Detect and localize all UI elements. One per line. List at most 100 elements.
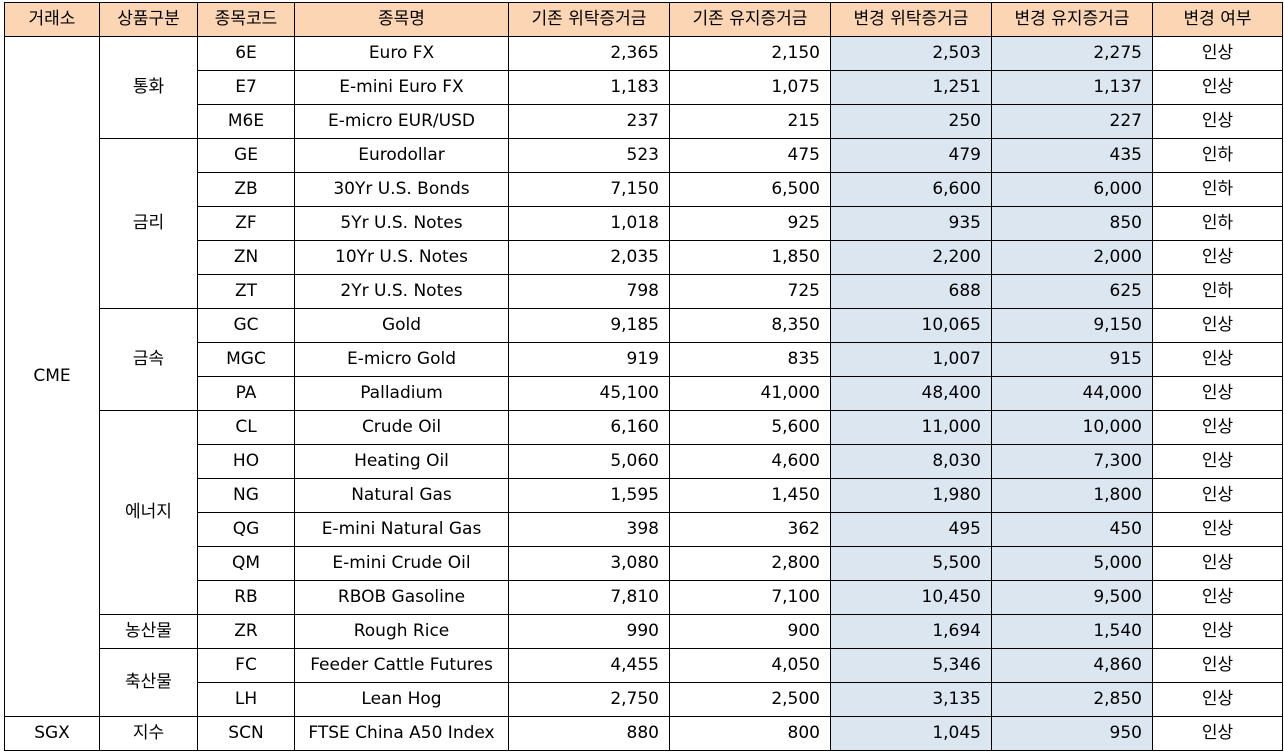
code-cell: ZN [197,240,295,275]
code-cell: LH [197,682,295,717]
header-old-initial: 기존 위탁증거금 [508,2,670,37]
new-maint-cell: 2,850 [991,682,1153,717]
table-row: M6E E-micro EUR/USD 237 215 250 227 인상 [5,104,1283,139]
table-row: HO Heating Oil 5,060 4,600 8,030 7,300 인… [5,444,1283,479]
change-cell: 인하 [1152,138,1283,173]
change-cell: 인상 [1152,104,1283,139]
code-cell: 6E [197,36,295,71]
old-maint-cell: 4,050 [669,648,831,683]
name-cell: Palladium [294,376,509,411]
old-initial-cell: 798 [508,274,670,309]
code-cell: ZF [197,206,295,241]
change-cell: 인상 [1152,648,1283,683]
old-maint-cell: 362 [669,512,831,547]
change-cell: 인상 [1152,36,1283,71]
name-cell: E-mini Crude Oil [294,546,509,581]
code-cell: ZR [197,614,295,649]
change-cell: 인상 [1152,478,1283,513]
new-initial-cell: 1,980 [830,478,992,513]
table-row: MGC E-micro Gold 919 835 1,007 915 인상 [5,342,1283,377]
name-cell: Eurodollar [294,138,509,173]
code-cell: QG [197,512,295,547]
new-maint-cell: 4,860 [991,648,1153,683]
table-row: ZB 30Yr U.S. Bonds 7,150 6,500 6,600 6,0… [5,172,1283,207]
new-maint-cell: 6,000 [991,172,1153,207]
new-initial-cell: 48,400 [830,376,992,411]
old-maint-cell: 215 [669,104,831,139]
new-maint-cell: 1,540 [991,614,1153,649]
header-name: 종목명 [294,2,509,37]
old-initial-cell: 919 [508,342,670,377]
new-maint-cell: 227 [991,104,1153,139]
new-maint-cell: 10,000 [991,410,1153,445]
old-maint-cell: 41,000 [669,376,831,411]
header-old-maint: 기존 유지증거금 [669,2,831,37]
old-initial-cell: 990 [508,614,670,649]
name-cell: 2Yr U.S. Notes [294,274,509,309]
old-maint-cell: 2,500 [669,682,831,717]
change-cell: 인상 [1152,580,1283,615]
old-initial-cell: 7,150 [508,172,670,207]
new-initial-cell: 5,500 [830,546,992,581]
new-initial-cell: 2,200 [830,240,992,275]
table-row: 농산물 ZR Rough Rice 990 900 1,694 1,540 인상 [5,614,1283,649]
table-row: ZT 2Yr U.S. Notes 798 725 688 625 인하 [5,274,1283,309]
table-row: NG Natural Gas 1,595 1,450 1,980 1,800 인… [5,478,1283,513]
change-cell: 인상 [1152,614,1283,649]
table-row: 축산물 FC Feeder Cattle Futures 4,455 4,050… [5,648,1283,717]
category-cell: 에너지 [99,410,198,615]
old-maint-cell: 7,100 [669,580,831,615]
old-initial-cell: 9,185 [508,308,670,343]
table-row: SGX 지수 SCN FTSE China A50 Index 880 800 … [4,716,1283,751]
table-row: PA Palladium 45,100 41,000 48,400 44,000… [5,376,1283,411]
new-initial-cell: 6,600 [830,172,992,207]
name-cell: FTSE China A50 Index [294,716,509,751]
category-cell: 농산물 [99,614,198,649]
old-initial-cell: 880 [508,716,670,751]
header-new-initial: 변경 위탁증거금 [830,2,992,37]
name-cell: Rough Rice [294,614,509,649]
code-cell: HO [197,444,295,479]
new-initial-cell: 8,030 [830,444,992,479]
new-maint-cell: 1,800 [991,478,1153,513]
new-initial-cell: 495 [830,512,992,547]
new-maint-cell: 950 [991,716,1153,751]
new-maint-cell: 7,300 [991,444,1153,479]
new-initial-cell: 479 [830,138,992,173]
old-initial-cell: 1,595 [508,478,670,513]
old-maint-cell: 800 [669,716,831,751]
old-maint-cell: 925 [669,206,831,241]
change-cell: 인상 [1152,376,1283,411]
name-cell: E-mini Euro FX [294,70,509,105]
old-initial-cell: 6,160 [508,410,670,445]
change-cell: 인하 [1152,206,1283,241]
name-cell: 10Yr U.S. Notes [294,240,509,275]
category-cell: 통화 [99,36,198,139]
new-initial-cell: 250 [830,104,992,139]
header-category: 상품구분 [99,2,198,37]
header-change: 변경 여부 [1152,2,1283,37]
name-cell: 30Yr U.S. Bonds [294,172,509,207]
change-cell: 인상 [1152,444,1283,479]
name-cell: E-micro EUR/USD [294,104,509,139]
change-cell: 인하 [1152,172,1283,207]
new-initial-cell: 10,450 [830,580,992,615]
new-initial-cell: 935 [830,206,992,241]
new-initial-cell: 1,045 [830,716,992,751]
code-cell: PA [197,376,295,411]
change-cell: 인상 [1152,308,1283,343]
code-cell: FC [197,648,295,683]
code-cell: ZB [197,172,295,207]
old-maint-cell: 6,500 [669,172,831,207]
old-maint-cell: 1,075 [669,70,831,105]
old-maint-cell: 5,600 [669,410,831,445]
old-maint-cell: 835 [669,342,831,377]
code-cell: M6E [197,104,295,139]
code-cell: ZT [197,274,295,309]
name-cell: 5Yr U.S. Notes [294,206,509,241]
old-maint-cell: 900 [669,614,831,649]
old-maint-cell: 2,150 [669,36,831,71]
old-initial-cell: 45,100 [508,376,670,411]
change-cell: 인상 [1152,342,1283,377]
change-cell: 인상 [1152,70,1283,105]
